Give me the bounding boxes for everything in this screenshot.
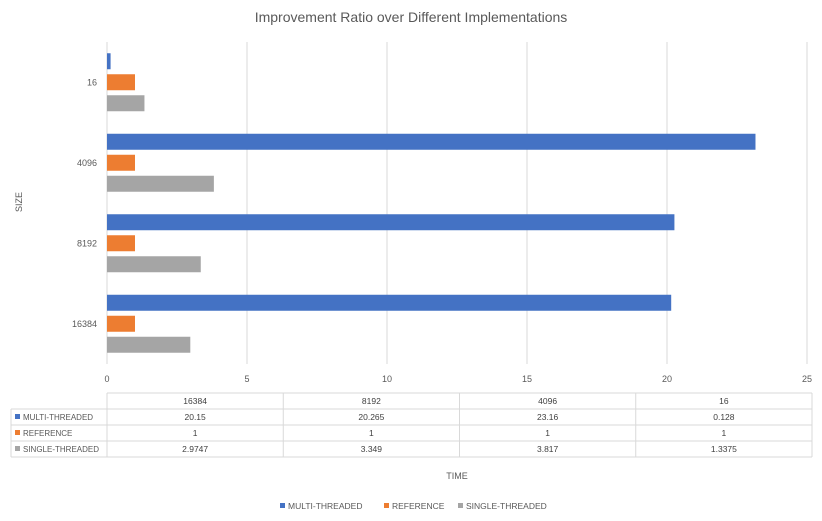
- x-tick-label: 10: [382, 374, 392, 384]
- bar-multi-threaded-16384: [107, 294, 672, 311]
- table-legend-key-single-threaded: [15, 446, 20, 451]
- x-tick-label: 15: [522, 374, 532, 384]
- legend: MULTI-THREADED REFERENCE SINGLE-THREADED: [280, 501, 547, 511]
- bar-multi-threaded-8192: [107, 214, 675, 231]
- table-cell: 0.128: [713, 412, 735, 422]
- chart-title: Improvement Ratio over Different Impleme…: [255, 9, 568, 25]
- table-cell: 3.817: [537, 444, 559, 454]
- table-cell: 1: [369, 428, 374, 438]
- table-cell: 23.16: [537, 412, 559, 422]
- x-tick-label: 5: [244, 374, 249, 384]
- table-header-16384: 16384: [183, 396, 207, 406]
- data-table: 16384 8192 4096 16 MULTI-THREADED 20.15 20.265…: [10, 392, 813, 458]
- y-tick-label-4096: 4096: [77, 158, 97, 168]
- table-cell: 3.349: [361, 444, 383, 454]
- table-cell: 20.15: [184, 412, 206, 422]
- legend-label-reference: REFERENCE: [392, 501, 445, 511]
- legend-label-multi-threaded: MULTI-THREADED: [288, 501, 362, 511]
- bar-single-threaded-4096: [107, 175, 214, 192]
- table-legend-key-reference: [15, 430, 20, 435]
- table-cell: 20.265: [358, 412, 384, 422]
- y-tick-label-16384: 16384: [72, 319, 97, 329]
- table-legend-key-multi-threaded: [15, 414, 20, 419]
- x-axis-title: TIME: [446, 471, 468, 481]
- bar-single-threaded-16384: [107, 336, 191, 353]
- legend-key-single-threaded: [458, 503, 463, 508]
- table-row-label-multi-threaded: MULTI-THREADED: [23, 413, 93, 422]
- bar-single-threaded-16: [107, 95, 145, 112]
- bar-multi-threaded-4096: [107, 133, 756, 150]
- x-tick-label: 20: [662, 374, 672, 384]
- bar-multi-threaded-16: [107, 53, 111, 70]
- table-cell: 1: [193, 428, 198, 438]
- table-header-8192: 8192: [362, 396, 381, 406]
- x-tick-label: 25: [802, 374, 812, 384]
- table-cell: 2.9747: [182, 444, 208, 454]
- table-header-4096: 4096: [538, 396, 557, 406]
- bar-reference-4096: [107, 154, 135, 171]
- table-cell: 1.3375: [711, 444, 737, 454]
- x-tick-label: 0: [104, 374, 109, 384]
- y-tick-label-8192: 8192: [77, 238, 97, 248]
- y-tick-label-16: 16: [87, 77, 97, 87]
- table-cell: 1: [722, 428, 727, 438]
- bar-reference-16384: [107, 315, 135, 332]
- table-row-label-single-threaded: SINGLE-THREADED: [23, 445, 99, 454]
- legend-key-reference: [384, 503, 389, 508]
- x-tick-labels: 0 5 10 15 20 25: [104, 374, 812, 384]
- table-header-16: 16: [719, 396, 729, 406]
- legend-label-single-threaded: SINGLE-THREADED: [466, 501, 547, 511]
- y-tick-labels: 16 4096 8192 16384: [72, 77, 97, 329]
- y-axis-title: SIZE: [14, 192, 24, 212]
- gridlines: [106, 42, 808, 364]
- legend-key-multi-threaded: [280, 503, 285, 508]
- bars: [107, 53, 756, 353]
- bar-reference-16: [107, 74, 135, 91]
- table-cell: 1: [545, 428, 550, 438]
- bar-single-threaded-8192: [107, 256, 201, 273]
- bar-reference-8192: [107, 235, 135, 252]
- table-row-label-reference: REFERENCE: [23, 429, 72, 438]
